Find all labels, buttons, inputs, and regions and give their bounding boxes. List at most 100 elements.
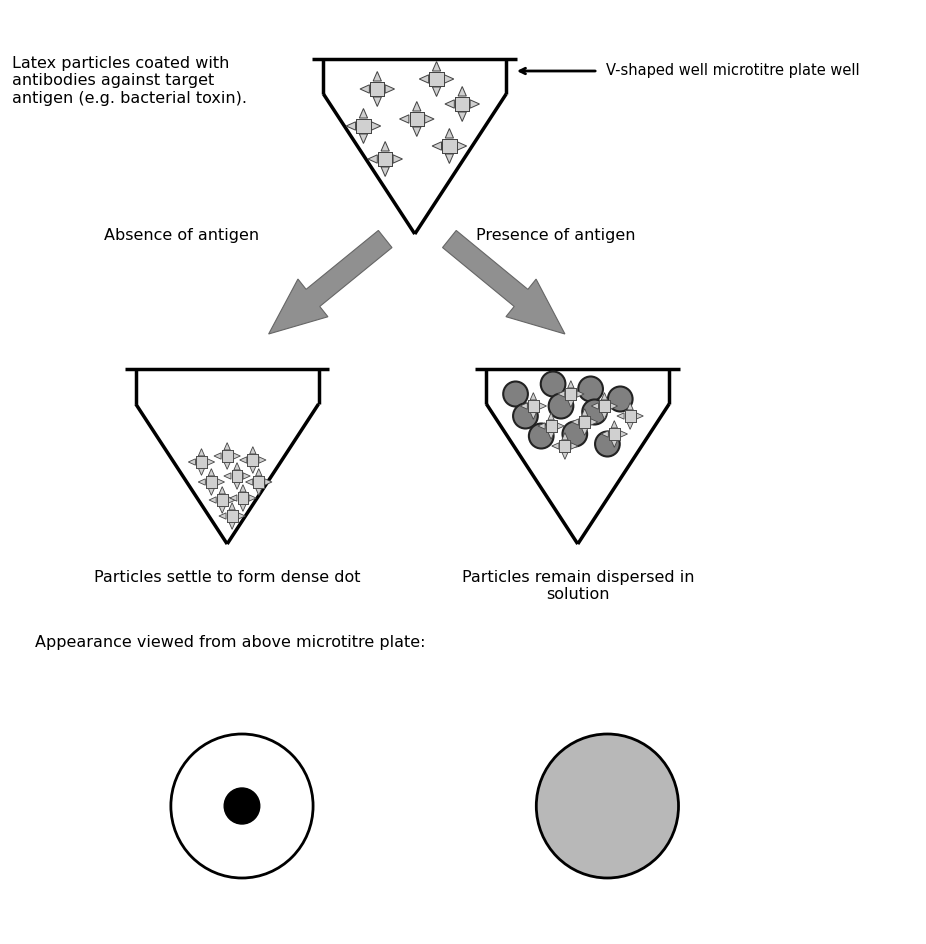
Circle shape	[607, 386, 632, 412]
Polygon shape	[601, 430, 608, 437]
Polygon shape	[580, 416, 590, 428]
Polygon shape	[254, 477, 264, 487]
Polygon shape	[385, 85, 394, 93]
Polygon shape	[230, 495, 237, 501]
Polygon shape	[206, 477, 217, 487]
Polygon shape	[430, 72, 444, 86]
Polygon shape	[443, 139, 457, 153]
Polygon shape	[557, 391, 565, 397]
Polygon shape	[232, 470, 243, 481]
Polygon shape	[625, 411, 635, 422]
Polygon shape	[559, 441, 570, 451]
Polygon shape	[357, 119, 370, 133]
Circle shape	[595, 431, 619, 457]
Polygon shape	[528, 400, 539, 412]
Polygon shape	[539, 403, 546, 409]
Polygon shape	[219, 513, 226, 519]
Polygon shape	[625, 411, 635, 422]
Circle shape	[224, 788, 260, 824]
Polygon shape	[247, 454, 258, 465]
Polygon shape	[214, 453, 221, 459]
Polygon shape	[611, 421, 618, 428]
Circle shape	[513, 403, 538, 429]
Polygon shape	[609, 429, 619, 440]
Polygon shape	[371, 122, 381, 130]
Polygon shape	[250, 466, 256, 473]
Polygon shape	[430, 72, 444, 86]
Polygon shape	[531, 393, 536, 400]
Polygon shape	[357, 119, 370, 133]
Polygon shape	[196, 457, 206, 467]
Polygon shape	[360, 85, 369, 93]
Polygon shape	[636, 413, 644, 419]
Polygon shape	[218, 479, 224, 485]
Polygon shape	[370, 82, 384, 96]
Polygon shape	[458, 87, 467, 96]
Polygon shape	[393, 155, 403, 163]
Circle shape	[171, 734, 313, 878]
Polygon shape	[545, 420, 557, 431]
Polygon shape	[409, 111, 424, 126]
Polygon shape	[568, 400, 574, 408]
Polygon shape	[207, 459, 215, 465]
Text: Absence of antigen: Absence of antigen	[104, 228, 259, 244]
Polygon shape	[240, 504, 246, 512]
Polygon shape	[228, 497, 235, 503]
Polygon shape	[520, 403, 527, 409]
Polygon shape	[227, 511, 238, 521]
Polygon shape	[617, 413, 624, 419]
Polygon shape	[249, 495, 257, 501]
Polygon shape	[198, 468, 205, 476]
Polygon shape	[256, 488, 262, 496]
Polygon shape	[254, 477, 264, 487]
Polygon shape	[445, 100, 455, 109]
Polygon shape	[234, 482, 240, 489]
Text: Particles settle to form dense dot: Particles settle to form dense dot	[94, 570, 360, 585]
Polygon shape	[229, 522, 235, 530]
Polygon shape	[198, 448, 205, 456]
Polygon shape	[455, 97, 469, 111]
Polygon shape	[224, 463, 231, 469]
Polygon shape	[528, 400, 539, 412]
Polygon shape	[548, 413, 555, 420]
Polygon shape	[413, 102, 421, 111]
Polygon shape	[599, 400, 610, 412]
Polygon shape	[269, 230, 392, 334]
Polygon shape	[247, 454, 258, 465]
Circle shape	[536, 734, 679, 878]
Polygon shape	[227, 511, 238, 521]
Text: Particles remain dispersed in
solution: Particles remain dispersed in solution	[461, 570, 694, 602]
Polygon shape	[245, 479, 253, 485]
Polygon shape	[399, 115, 409, 123]
Polygon shape	[232, 470, 243, 481]
Text: V-shaped well microtitre plate well: V-shaped well microtitre plate well	[606, 63, 859, 78]
Polygon shape	[568, 380, 574, 388]
Polygon shape	[548, 432, 555, 439]
Polygon shape	[208, 468, 215, 476]
Polygon shape	[627, 403, 633, 410]
Polygon shape	[346, 122, 356, 130]
Circle shape	[562, 422, 587, 447]
Text: Appearance viewed from above microtitre plate:: Appearance viewed from above microtitre …	[34, 634, 425, 649]
Polygon shape	[221, 450, 232, 462]
Circle shape	[541, 372, 566, 396]
Polygon shape	[219, 506, 225, 514]
Polygon shape	[445, 128, 454, 138]
Polygon shape	[552, 443, 559, 449]
Polygon shape	[373, 72, 382, 81]
Circle shape	[578, 377, 603, 401]
Polygon shape	[620, 430, 628, 437]
Circle shape	[548, 394, 573, 418]
Polygon shape	[359, 109, 368, 118]
Polygon shape	[224, 443, 231, 450]
Polygon shape	[250, 447, 256, 454]
Polygon shape	[580, 416, 590, 428]
Polygon shape	[370, 82, 384, 96]
Polygon shape	[413, 127, 421, 137]
Polygon shape	[455, 97, 469, 111]
Polygon shape	[457, 142, 467, 150]
Polygon shape	[582, 409, 588, 416]
Polygon shape	[206, 477, 217, 487]
Polygon shape	[432, 61, 441, 71]
Polygon shape	[217, 495, 228, 505]
